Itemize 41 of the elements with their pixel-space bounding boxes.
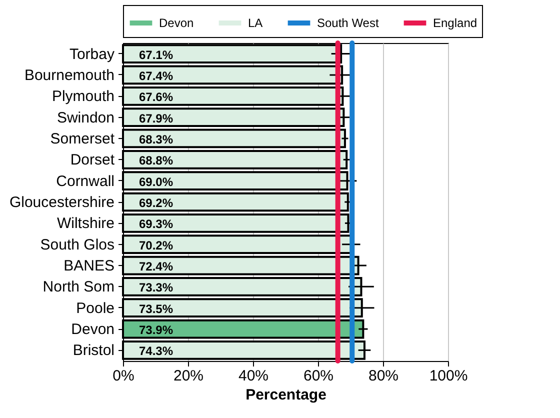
x-tick-label: 0% [112,368,134,384]
series-label: LA [248,16,263,30]
data-label: 74.3% [139,344,174,358]
y-tick-label: Devon [71,321,114,338]
y-tick-label: Bristol [72,342,114,360]
y-tick-label: Gloucestershire [9,194,114,211]
data-label: 69.0% [139,174,174,189]
data-label: 69.3% [139,217,174,232]
x-tick-label: 60% [303,368,334,384]
y-tick-label: Wiltshire [56,215,114,232]
data-label: 72.4% [139,260,174,274]
data-label: 67.4% [139,68,174,83]
legend-label: Devon [159,16,194,30]
y-tick-label: Bournemouth [24,66,114,84]
data-label: 68.3% [139,132,174,146]
y-tick-label: Plymouth [52,88,114,106]
ref-line-label: South West [317,16,380,30]
data-label: 73.9% [139,323,174,338]
x-tick-label: 40% [238,368,269,384]
y-tick-label: Somerset [50,130,116,148]
y-tick-label: South Glos [40,236,114,254]
y-tick-label: North Som [42,278,114,296]
data-label: 73.5% [139,302,174,316]
data-label: 73.3% [139,280,174,295]
y-tick-label: Poole [76,300,114,317]
x-tick-label: 20% [173,368,204,384]
data-label: 67.9% [139,111,174,126]
x-axis-title: Percentage [246,386,326,404]
y-tick-label: Dorset [70,152,116,169]
y-tick-label: Cornwall [56,172,114,190]
legend-label: England [433,16,478,30]
x-tick-label: 100% [429,368,468,384]
data-label: 68.8% [139,154,174,168]
y-tick-label: Torbay [69,46,115,63]
data-label: 70.2% [139,238,174,252]
data-label: 67.1% [139,48,174,62]
data-label: 69.2% [139,196,174,210]
data-label: 67.6% [139,90,174,104]
y-tick-label: Swindon [56,109,114,126]
x-tick-label: 80% [368,368,399,384]
y-tick-label: BANES [64,258,114,275]
